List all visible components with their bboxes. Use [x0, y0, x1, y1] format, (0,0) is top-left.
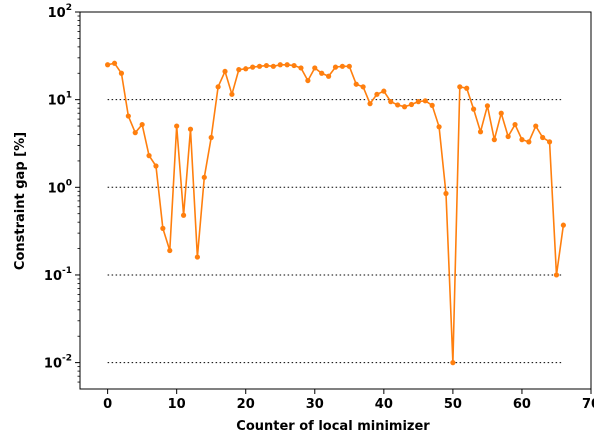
- series-line: [107, 62, 565, 364]
- data-point: [491, 137, 497, 143]
- data-point: [256, 63, 263, 69]
- data-point: [270, 63, 276, 69]
- data-point: [236, 67, 242, 73]
- y-axis: 10-2 10-1 100 101 102: [44, 3, 80, 383]
- y-axis-label: Constraint gap [%]: [13, 132, 28, 270]
- data-point: [167, 247, 173, 254]
- data-point: [319, 70, 325, 76]
- data-point: [229, 91, 235, 97]
- data-point: [512, 121, 518, 128]
- data-point: [325, 73, 332, 79]
- x-tick-label: 10: [168, 397, 186, 412]
- data-point: [153, 163, 159, 169]
- data-point: [395, 102, 401, 108]
- data-point: [208, 134, 214, 141]
- x-tick-label: 50: [444, 397, 462, 412]
- data-point: [118, 70, 125, 76]
- data-point: [477, 129, 484, 135]
- data-point: [194, 254, 200, 260]
- data-point: [146, 153, 152, 159]
- data-point: [132, 130, 138, 136]
- y-tick-label: 10-1: [44, 266, 72, 284]
- data-point: [139, 121, 145, 128]
- data-point: [553, 272, 560, 278]
- data-point: [519, 137, 525, 143]
- data-point: [160, 225, 166, 231]
- data-point: [201, 174, 207, 180]
- data-point: [533, 123, 539, 129]
- data-point: [360, 84, 366, 90]
- data-point: [105, 62, 111, 68]
- data-point: [180, 212, 187, 218]
- y-tick-label: 100: [48, 178, 72, 196]
- data-point: [312, 65, 318, 71]
- data-point: [505, 133, 511, 140]
- data-point: [284, 62, 290, 68]
- data-point: [374, 91, 380, 97]
- data-point: [401, 104, 408, 110]
- data-point: [429, 102, 435, 108]
- y-tick-label: 102: [48, 3, 72, 21]
- x-axis: 0 10 20 30 40 50 60 70: [103, 389, 594, 412]
- x-tick-label: 30: [306, 397, 324, 412]
- data-point: [471, 106, 477, 112]
- data-point: [367, 101, 373, 107]
- data-point: [346, 63, 352, 69]
- data-point: [498, 110, 504, 116]
- data-point: [388, 99, 394, 105]
- data-point: [443, 190, 449, 197]
- data-point: [250, 64, 256, 70]
- data-point: [381, 88, 387, 94]
- data-point: [263, 62, 270, 69]
- data-point: [353, 81, 359, 87]
- data-point: [125, 113, 131, 119]
- x-tick-label: 0: [103, 397, 112, 412]
- x-tick-label: 70: [582, 397, 594, 412]
- data-point: [450, 360, 456, 366]
- data-point: [222, 68, 228, 75]
- data-point: [332, 64, 339, 70]
- data-point: [305, 77, 311, 84]
- data-series-line: [105, 60, 566, 366]
- data-point: [464, 85, 470, 91]
- data-point: [339, 63, 346, 69]
- data-point: [526, 139, 532, 145]
- data-point: [111, 60, 118, 66]
- y-tick-label: 10-2: [44, 354, 72, 372]
- data-point: [422, 98, 428, 104]
- data-point: [187, 126, 194, 132]
- data-point: [298, 65, 304, 71]
- data-point: [457, 84, 463, 90]
- data-point: [408, 101, 415, 108]
- data-point: [436, 124, 442, 130]
- data-point: [243, 66, 249, 72]
- x-axis-label: Counter of local minimizer: [236, 419, 430, 434]
- x-tick-label: 40: [375, 397, 393, 412]
- data-point: [546, 139, 553, 145]
- data-point: [560, 222, 566, 228]
- data-point: [291, 62, 297, 69]
- data-point: [174, 123, 180, 129]
- y-tick-label: 101: [48, 91, 72, 109]
- data-point: [415, 99, 421, 105]
- data-point: [277, 62, 283, 68]
- x-tick-label: 20: [237, 397, 255, 412]
- data-point: [540, 134, 546, 141]
- x-tick-label: 60: [513, 397, 531, 412]
- data-point: [215, 84, 221, 90]
- data-point: [484, 103, 491, 109]
